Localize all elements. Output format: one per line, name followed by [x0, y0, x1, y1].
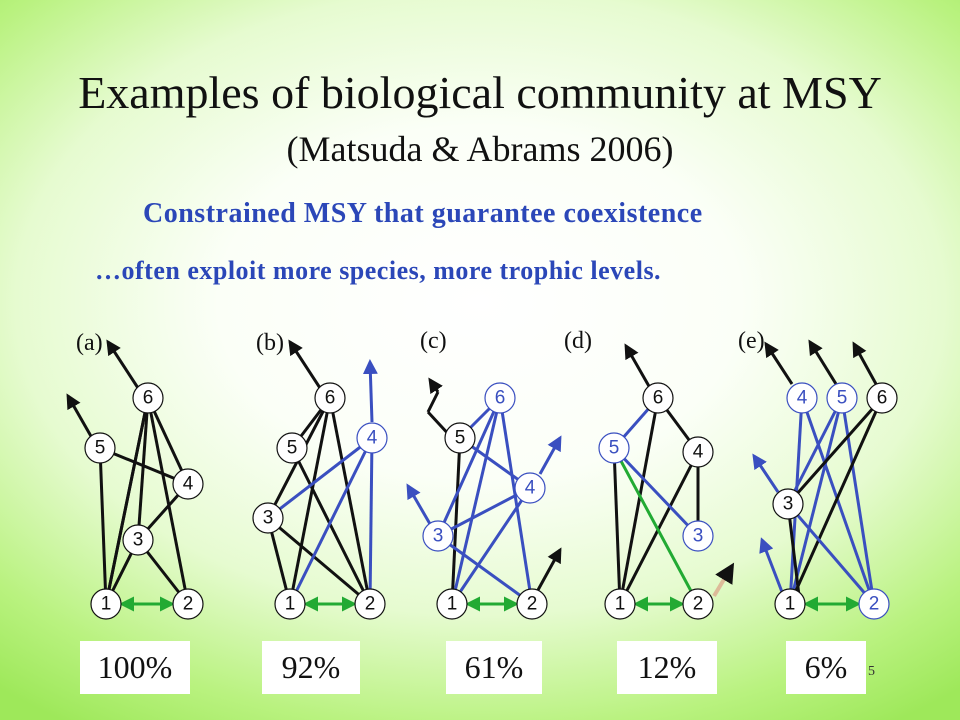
species-node-2: 2 — [858, 588, 890, 620]
food-web-d — [612, 343, 735, 612]
svg-text:2: 2 — [365, 594, 376, 615]
panel-label-d: (d) — [564, 328, 592, 354]
svg-text:4: 4 — [693, 442, 704, 463]
species-node-3: 3 — [772, 488, 804, 520]
slide-title: Examples of biological community at MSY — [78, 67, 882, 118]
food-web-a — [66, 339, 190, 612]
food-web-e — [752, 339, 884, 612]
panel-label-a: (a) — [76, 330, 103, 356]
svg-text:4: 4 — [183, 474, 194, 495]
svg-text:6: 6 — [877, 388, 888, 409]
percent-box-b: 92% — [262, 641, 360, 694]
svg-text:5: 5 — [95, 438, 106, 459]
highlight-text-line-1: Constrained MSY that guarantee coexisten… — [143, 198, 703, 229]
species-node-3: 3 — [122, 524, 154, 556]
svg-text:4: 4 — [525, 478, 536, 499]
species-node-3: 3 — [252, 502, 284, 534]
svg-text:6: 6 — [653, 388, 664, 409]
svg-text:2: 2 — [183, 594, 194, 615]
species-node-3: 3 — [682, 520, 714, 552]
svg-text:1: 1 — [285, 594, 296, 615]
svg-text:2: 2 — [869, 594, 880, 615]
species-node-1: 1 — [90, 588, 122, 620]
page-number: 5 — [868, 664, 875, 679]
species-node-4: 4 — [514, 472, 546, 504]
species-node-6: 6 — [484, 382, 516, 414]
slide-subtitle: (Matsuda & Abrams 2006) — [286, 129, 674, 169]
species-node-5: 5 — [826, 382, 858, 414]
svg-text:3: 3 — [783, 494, 794, 515]
svg-text:2: 2 — [527, 594, 538, 615]
food-web-b — [266, 339, 378, 612]
species-node-1: 1 — [274, 588, 306, 620]
svg-text:1: 1 — [101, 594, 112, 615]
svg-text:1: 1 — [785, 594, 796, 615]
species-node-6: 6 — [866, 382, 898, 414]
species-node-1: 1 — [604, 588, 636, 620]
percent-box-c: 61% — [446, 641, 542, 694]
svg-text:5: 5 — [609, 438, 620, 459]
panel-label-c: (c) — [420, 328, 447, 354]
species-node-4: 4 — [786, 382, 818, 414]
percent-box-e: 6% — [786, 641, 866, 694]
percent-box-a: 100% — [80, 641, 190, 694]
species-node-6: 6 — [314, 382, 346, 414]
svg-text:6: 6 — [495, 388, 506, 409]
svg-text:3: 3 — [433, 526, 444, 547]
species-node-2: 2 — [516, 588, 548, 620]
highlight-text-line-2: …often exploit more species, more trophi… — [95, 256, 662, 285]
svg-text:1: 1 — [447, 594, 458, 615]
panel-label-b: (b) — [256, 330, 284, 356]
species-node-6: 6 — [642, 382, 674, 414]
species-node-5: 5 — [444, 422, 476, 454]
svg-text:5: 5 — [837, 388, 848, 409]
svg-text:5: 5 — [287, 438, 298, 459]
panel-label-e: (e) — [738, 328, 765, 354]
species-node-4: 4 — [356, 422, 388, 454]
species-node-5: 5 — [276, 432, 308, 464]
svg-text:4: 4 — [367, 428, 378, 449]
svg-text:6: 6 — [325, 388, 336, 409]
species-node-4: 4 — [172, 468, 204, 500]
species-node-2: 2 — [354, 588, 386, 620]
svg-text:5: 5 — [455, 428, 466, 449]
svg-text:4: 4 — [797, 388, 808, 409]
food-web-c — [406, 377, 562, 612]
species-node-1: 1 — [774, 588, 806, 620]
svg-text:2: 2 — [693, 594, 704, 615]
species-node-2: 2 — [172, 588, 204, 620]
species-node-4: 4 — [682, 436, 714, 468]
species-node-6: 6 — [132, 382, 164, 414]
svg-text:3: 3 — [133, 530, 144, 551]
species-node-5: 5 — [84, 432, 116, 464]
svg-text:6: 6 — [143, 388, 154, 409]
species-node-1: 1 — [436, 588, 468, 620]
svg-text:3: 3 — [693, 526, 704, 547]
species-node-2: 2 — [682, 588, 714, 620]
percent-box-d: 12% — [617, 641, 717, 694]
species-node-3: 3 — [422, 520, 454, 552]
svg-text:1: 1 — [615, 594, 626, 615]
species-node-5: 5 — [598, 432, 630, 464]
svg-text:3: 3 — [263, 508, 274, 529]
